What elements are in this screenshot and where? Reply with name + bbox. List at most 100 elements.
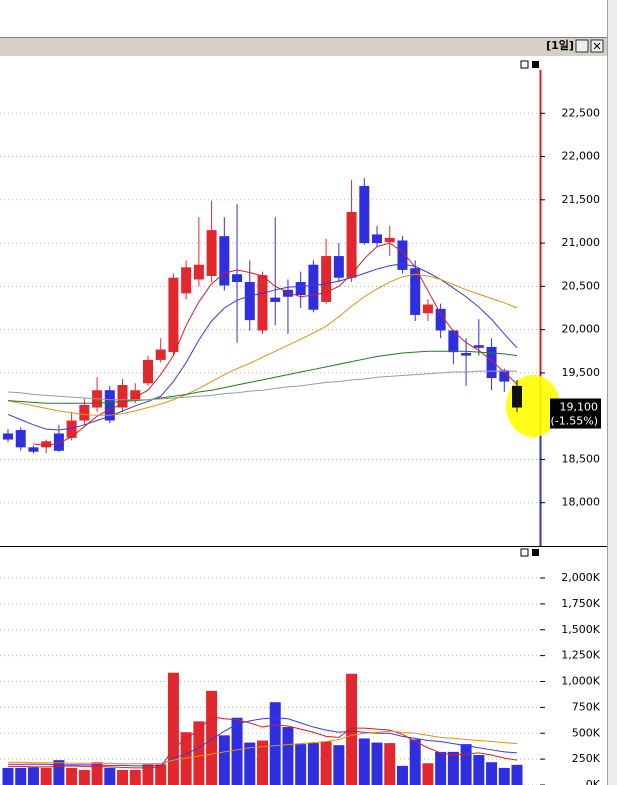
close-icon — [593, 42, 601, 50]
y-tick-label: 500K — [572, 726, 601, 739]
candle-body — [117, 385, 128, 408]
candle-body — [270, 297, 281, 302]
candle-body — [244, 282, 255, 321]
moving-average — [8, 730, 518, 765]
candle-body — [512, 385, 522, 408]
candle-body — [359, 185, 370, 244]
moving-average — [8, 716, 518, 769]
y-tick-label: 21,000 — [562, 236, 601, 249]
candle-body — [219, 236, 230, 286]
candle-body — [473, 345, 484, 348]
y-tick-label: 18,500 — [562, 452, 601, 465]
y-tick-label: 250K — [572, 752, 601, 765]
volume-bar — [498, 767, 510, 785]
volume-bar — [295, 744, 307, 785]
volume-bar — [435, 751, 447, 785]
volume-bar — [486, 762, 498, 785]
moving-average — [7, 350, 518, 404]
volume-bar — [333, 745, 345, 785]
moving-average — [8, 717, 518, 767]
volume-bar — [307, 743, 319, 785]
candle-body — [448, 330, 459, 353]
volume-bar — [358, 738, 370, 785]
y-tick-label: 19,500 — [562, 366, 601, 379]
candle-body — [41, 441, 52, 448]
plot-layer: 18,000 18,500 19,500 20,000 20,500 21,000 21,5… — [0, 106, 601, 785]
pane-icon[interactable] — [532, 549, 539, 556]
volume-bar — [346, 673, 358, 785]
pane-icon[interactable] — [532, 61, 539, 68]
candle-body — [384, 237, 395, 243]
candle-body — [206, 230, 217, 276]
period-label[interactable]: [1일] — [546, 38, 574, 52]
candle-body — [321, 256, 332, 302]
candle-body — [142, 359, 153, 384]
candle-body — [435, 308, 446, 331]
candle-body — [410, 268, 421, 315]
candle-body — [422, 304, 433, 314]
volume-bar — [409, 739, 421, 785]
volume-bar — [206, 690, 218, 785]
moving-average — [7, 273, 518, 416]
pane-icon[interactable] — [520, 60, 529, 69]
y-tick-label: 2,000K — [561, 571, 600, 584]
candle-body — [346, 211, 357, 278]
volume-bar — [282, 727, 294, 785]
volume-bar — [396, 765, 408, 785]
side-scroll — [607, 0, 617, 785]
volume-bar — [269, 702, 281, 785]
candle-body — [155, 349, 166, 360]
candle-body — [66, 420, 77, 438]
candle-body — [257, 275, 268, 331]
volume-bar — [129, 769, 141, 785]
volume-bar — [231, 717, 243, 785]
y-tick-label: 1,500K — [561, 623, 600, 636]
candle-body — [104, 390, 115, 421]
y-tick-label: 1,250K — [561, 649, 600, 662]
candle-body — [168, 277, 179, 353]
volume-bar — [511, 764, 523, 785]
change-rate: (-1.55%) — [551, 415, 599, 428]
volume-bar — [142, 764, 154, 785]
volume-bar — [91, 762, 103, 785]
volume-bar — [53, 760, 65, 785]
volume-bar — [27, 767, 39, 785]
moving-average — [7, 370, 517, 401]
candle-body — [181, 267, 192, 294]
candle-body — [130, 390, 141, 400]
candle-body — [3, 433, 13, 440]
candle-body — [53, 433, 64, 451]
volume-bar — [320, 741, 332, 785]
candle-body — [282, 289, 293, 297]
volume-bar — [422, 763, 434, 785]
maximize-button[interactable] — [575, 39, 589, 53]
y-tick-label: 20,500 — [562, 279, 601, 292]
candle-body — [397, 240, 408, 270]
candle-body — [308, 264, 319, 310]
volume-bar — [180, 732, 192, 785]
volume-bar — [371, 742, 383, 785]
y-tick-label: 22,500 — [562, 106, 601, 119]
y-tick-label: 18,000 — [562, 496, 601, 509]
volume-bar — [384, 743, 396, 785]
candle-body — [79, 404, 90, 421]
candle-body — [333, 256, 344, 278]
candle-body — [372, 234, 383, 244]
pane-icon[interactable] — [520, 548, 529, 557]
volume-bar — [40, 767, 52, 785]
volume-bar — [447, 751, 459, 785]
volume-bar — [473, 754, 485, 785]
y-tick-label: 22,000 — [562, 150, 601, 163]
volume-bar — [66, 767, 78, 785]
volume-bar — [167, 672, 179, 785]
candle-body — [15, 430, 26, 448]
volume-bar — [117, 769, 129, 785]
volume-bar — [193, 721, 205, 785]
moving-average — [33, 242, 518, 447]
moving-average — [7, 263, 518, 431]
volume-bar — [257, 740, 268, 785]
volume-bar — [218, 735, 230, 785]
y-tick-label: 1,000K — [561, 675, 600, 688]
